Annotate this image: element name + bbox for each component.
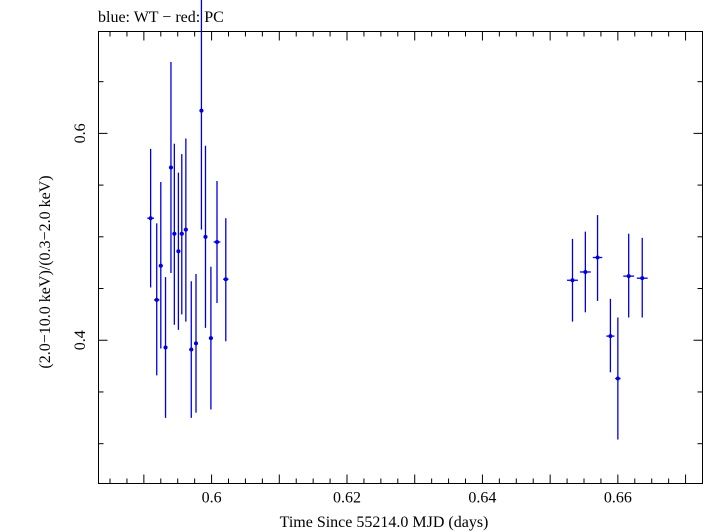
data-point: [199, 0, 204, 230]
data-marker: [203, 234, 208, 239]
data-marker: [199, 108, 204, 113]
y-tick-label: 0.6: [72, 123, 89, 143]
data-point: [193, 274, 199, 413]
data-point: [606, 298, 615, 373]
data-marker: [583, 269, 588, 274]
data-marker: [168, 165, 173, 170]
data-marker: [208, 336, 213, 341]
data-point: [623, 233, 635, 318]
data-point: [636, 237, 648, 318]
y-axis-ticks: 0.4 0.6: [72, 81, 703, 445]
data-point: [163, 277, 168, 418]
data-point: [213, 180, 221, 304]
data-point: [154, 223, 160, 376]
data-marker: [640, 276, 645, 281]
x-axis-ticks: 0.6 0.62 0.64 0.66: [109, 31, 703, 507]
data-marker: [148, 216, 153, 221]
data-marker: [163, 345, 168, 350]
data-marker: [570, 278, 575, 283]
x-tick-label: 0.62: [333, 490, 361, 507]
data-point: [203, 145, 208, 328]
data-points: [147, 0, 648, 440]
data-point: [168, 62, 173, 274]
data-point: [176, 172, 181, 330]
data-marker: [158, 263, 163, 268]
data-marker: [154, 297, 159, 302]
data-marker: [214, 239, 219, 244]
data-marker: [189, 347, 194, 352]
data-marker: [595, 255, 600, 260]
x-tick-label: 0.6: [202, 490, 222, 507]
x-tick-label: 0.66: [604, 490, 632, 507]
data-marker: [176, 249, 181, 254]
plot-frame: [98, 31, 703, 484]
data-marker: [615, 376, 620, 381]
data-marker: [608, 334, 613, 339]
chart-title: blue: WT − red: PC: [98, 9, 224, 26]
data-point: [158, 181, 163, 349]
data-point: [147, 148, 155, 288]
x-axis-label: Time Since 55214.0 MJD (days): [280, 514, 489, 531]
data-point: [172, 143, 177, 325]
data-point: [567, 238, 578, 322]
data-point: [179, 154, 184, 315]
data-marker: [172, 231, 177, 236]
data-marker: [223, 277, 228, 282]
data-marker: [626, 274, 631, 279]
data-point: [189, 281, 194, 418]
data-marker: [183, 227, 188, 232]
data-point: [183, 138, 188, 322]
data-marker: [179, 231, 184, 236]
data-point: [208, 266, 213, 410]
data-point: [223, 218, 229, 342]
x-tick-label: 0.64: [468, 490, 496, 507]
data-point: [592, 215, 603, 301]
data-point: [615, 317, 621, 440]
data-marker: [194, 341, 199, 346]
data-point: [579, 231, 591, 313]
y-tick-label: 0.4: [72, 330, 89, 350]
y-axis-label: (2.0−10.0 keV)/(0.3−2.0 keV): [37, 175, 54, 368]
